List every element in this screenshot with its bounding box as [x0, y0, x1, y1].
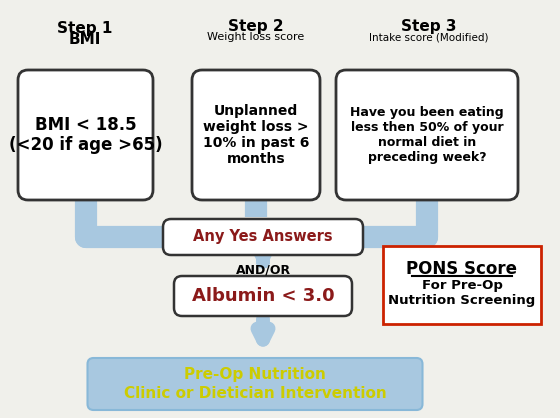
Text: Step 1: Step 1: [57, 20, 113, 36]
Text: Albumin < 3.0: Albumin < 3.0: [192, 287, 334, 305]
Text: Any Yes Answers: Any Yes Answers: [193, 229, 333, 245]
FancyBboxPatch shape: [192, 70, 320, 200]
Text: Step 3: Step 3: [402, 18, 457, 33]
Text: Clinic or Dietician Intervention: Clinic or Dietician Intervention: [124, 385, 386, 400]
FancyBboxPatch shape: [87, 358, 422, 410]
FancyBboxPatch shape: [18, 70, 153, 200]
Text: Weight loss score: Weight loss score: [207, 32, 305, 42]
Text: Have you been eating
less then 50% of your
normal diet in
preceding week?: Have you been eating less then 50% of yo…: [350, 106, 504, 164]
FancyBboxPatch shape: [163, 219, 363, 255]
Text: Pre-Op Nutrition: Pre-Op Nutrition: [184, 367, 326, 382]
Text: PONS Score: PONS Score: [407, 260, 517, 278]
Bar: [383, 246, 541, 324]
FancyBboxPatch shape: [336, 70, 518, 200]
Text: Step 2: Step 2: [228, 18, 284, 33]
Text: Intake score (Modified): Intake score (Modified): [369, 32, 489, 42]
Text: AND/OR: AND/OR: [235, 263, 291, 276]
Text: BMI < 18.5
(<20 if age >65): BMI < 18.5 (<20 if age >65): [9, 116, 162, 154]
Text: For Pre-Op
Nutrition Screening: For Pre-Op Nutrition Screening: [389, 279, 535, 307]
FancyBboxPatch shape: [174, 276, 352, 316]
Text: Unplanned
weight loss >
10% in past 6
months: Unplanned weight loss > 10% in past 6 mo…: [203, 104, 309, 166]
Text: BMI: BMI: [69, 33, 101, 48]
